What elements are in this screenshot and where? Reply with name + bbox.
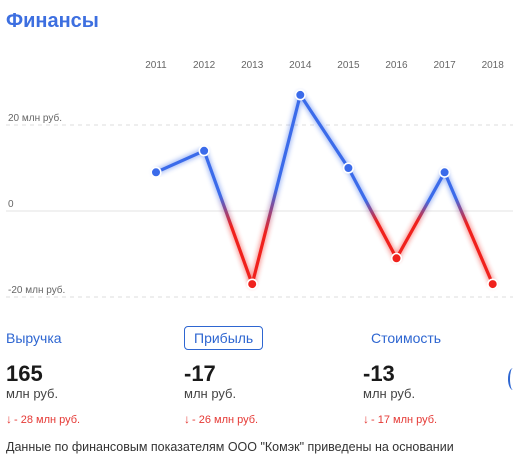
- tab-profit[interactable]: Прибыль: [184, 326, 264, 350]
- data-point: [390, 252, 403, 264]
- metric-value: -13: [363, 361, 395, 386]
- metric-delta: ↓ - 17 млн руб.: [363, 412, 441, 427]
- data-point: [294, 89, 306, 101]
- x-tick-label: 2014: [289, 60, 312, 71]
- series-line-segment: [250, 93, 302, 286]
- x-tick-label: 2013: [241, 60, 264, 71]
- x-tick-label: 2016: [385, 60, 408, 71]
- metric-profit: Прибыль -17 млн руб. ↓ - 26 млн руб.: [184, 326, 264, 427]
- x-tick-label: 2018: [482, 60, 505, 71]
- metric-unit: млн руб.: [363, 386, 416, 401]
- metric-value: -17: [184, 361, 216, 386]
- metric-delta-value: - 26 млн руб.: [192, 414, 259, 426]
- x-tick-label: 2015: [337, 60, 360, 71]
- metric-value-cost: Стоимость -13 млн руб. ↓ - 17 млн руб.: [363, 326, 441, 427]
- metric-revenue: Выручка 165 млн руб. ↓ - 28 млн руб.: [6, 326, 80, 427]
- arrow-down-icon: ↓: [184, 412, 190, 426]
- metric-value: 165: [6, 361, 43, 386]
- y-tick-label: 20 млн руб.: [8, 112, 62, 124]
- carousel-next-hint[interactable]: [508, 368, 513, 390]
- tab-revenue[interactable]: Выручка: [6, 330, 62, 346]
- metric-delta: ↓ - 26 млн руб.: [184, 412, 263, 427]
- y-tick-label: -20 млн руб.: [8, 284, 65, 296]
- profit-line-chart: 20 млн руб. 0 -20 млн руб. 2011 2012 2013 2014…: [6, 60, 513, 298]
- data-point: [246, 278, 258, 290]
- metric-delta-value: - 28 млн руб.: [14, 414, 81, 426]
- metric-unit: млн руб.: [6, 386, 59, 401]
- series-line-segment: [394, 170, 447, 260]
- x-tick-label: 2017: [433, 60, 456, 71]
- data-point: [150, 166, 162, 178]
- metric-delta: ↓ - 28 млн руб.: [6, 412, 80, 427]
- x-tick-label: 2012: [193, 60, 216, 71]
- tab-cost[interactable]: Стоимость: [371, 330, 442, 346]
- series-line-segment: [443, 170, 495, 286]
- metric-delta-value: - 17 млн руб.: [371, 414, 438, 426]
- data-point: [487, 278, 499, 290]
- y-tick-label: 0: [8, 199, 14, 210]
- arrow-down-icon: ↓: [6, 412, 12, 426]
- data-point: [342, 162, 355, 174]
- section-title: Финансы: [6, 10, 99, 32]
- series-line-segment: [202, 149, 254, 286]
- metric-unit: млн руб.: [184, 386, 237, 401]
- arrow-down-icon: ↓: [363, 412, 369, 426]
- series-line-segment: [154, 149, 206, 174]
- footer-note: Данные по финансовым показателям ООО "Ко…: [6, 440, 454, 454]
- series-line-segment: [298, 93, 350, 170]
- data-point: [439, 166, 451, 178]
- data-point: [198, 145, 210, 157]
- series-line-segment: [346, 166, 399, 260]
- x-tick-label: 2011: [145, 60, 167, 71]
